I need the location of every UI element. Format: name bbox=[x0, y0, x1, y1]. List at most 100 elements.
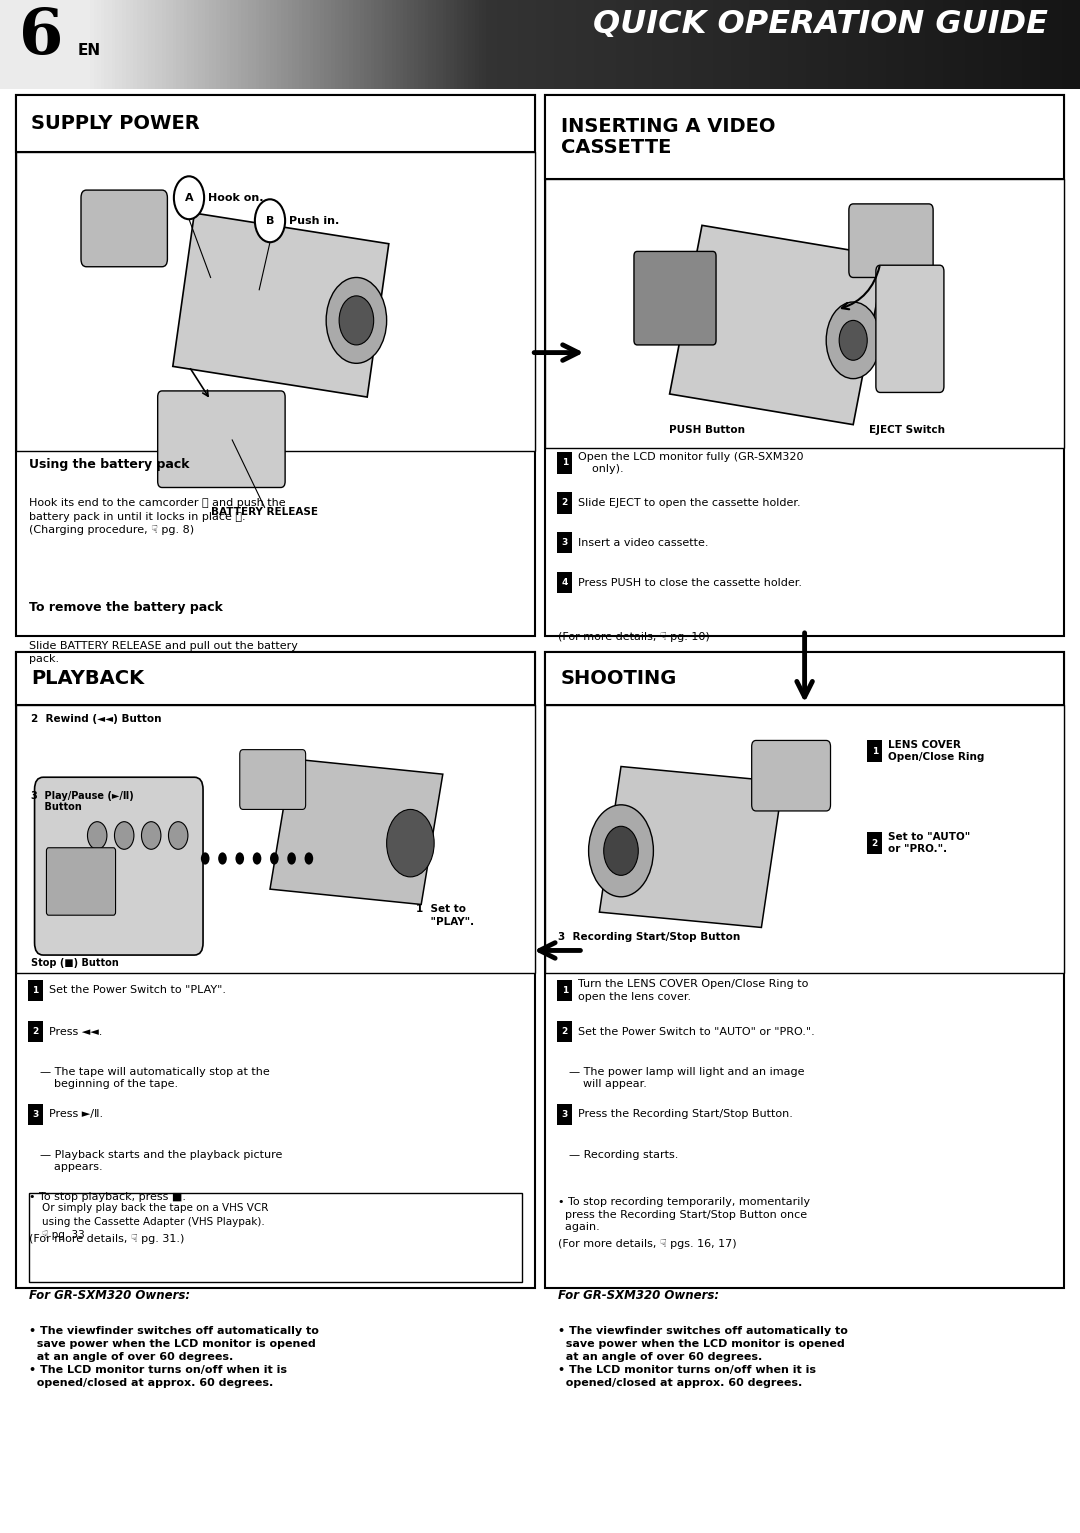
Bar bbox=[875, 0, 879, 89]
Bar bbox=[180, 0, 185, 89]
Bar bbox=[46, 0, 52, 89]
Bar bbox=[440, 0, 444, 89]
Text: QUICK OPERATION GUIDE: QUICK OPERATION GUIDE bbox=[593, 9, 1048, 40]
Text: Press ►/Ⅱ.: Press ►/Ⅱ. bbox=[49, 1110, 103, 1119]
Bar bbox=[583, 0, 588, 89]
Bar bbox=[616, 0, 620, 89]
Bar bbox=[886, 0, 890, 89]
Bar bbox=[850, 0, 854, 89]
Bar bbox=[389, 0, 393, 89]
Text: Slide EJECT to open the cassette holder.: Slide EJECT to open the cassette holder. bbox=[578, 498, 800, 507]
Bar bbox=[205, 0, 210, 89]
Circle shape bbox=[387, 809, 434, 877]
Bar bbox=[454, 0, 458, 89]
Bar bbox=[828, 0, 833, 89]
Bar bbox=[14, 0, 19, 89]
Text: 2: 2 bbox=[562, 1027, 568, 1036]
Bar bbox=[910, 0, 916, 89]
Bar bbox=[688, 0, 692, 89]
Bar bbox=[28, 980, 43, 1001]
Bar bbox=[670, 0, 674, 89]
Bar bbox=[238, 0, 242, 89]
Bar bbox=[975, 0, 981, 89]
Bar bbox=[410, 0, 415, 89]
Bar bbox=[824, 0, 829, 89]
Bar bbox=[889, 0, 894, 89]
Bar bbox=[227, 0, 231, 89]
Bar bbox=[137, 0, 141, 89]
Bar bbox=[1055, 0, 1059, 89]
Text: 1: 1 bbox=[32, 986, 39, 995]
Bar bbox=[702, 0, 706, 89]
FancyBboxPatch shape bbox=[634, 251, 716, 345]
Bar bbox=[108, 0, 112, 89]
Bar bbox=[176, 0, 181, 89]
Bar bbox=[57, 0, 63, 89]
Bar bbox=[16, 705, 535, 973]
Circle shape bbox=[235, 852, 244, 865]
Circle shape bbox=[218, 852, 227, 865]
Bar bbox=[292, 0, 296, 89]
Bar bbox=[262, 0, 268, 89]
Bar bbox=[662, 0, 667, 89]
Bar bbox=[545, 95, 1064, 179]
Bar bbox=[1026, 0, 1030, 89]
Bar bbox=[677, 0, 681, 89]
Bar bbox=[545, 179, 1064, 448]
Bar bbox=[400, 0, 404, 89]
Bar bbox=[72, 0, 77, 89]
Bar bbox=[724, 0, 728, 89]
Bar bbox=[130, 0, 134, 89]
Bar bbox=[551, 0, 555, 89]
Bar bbox=[418, 0, 422, 89]
Text: — Recording starts.: — Recording starts. bbox=[569, 1150, 678, 1160]
Bar bbox=[969, 0, 973, 89]
Bar bbox=[162, 0, 166, 89]
Circle shape bbox=[287, 852, 296, 865]
Bar bbox=[918, 0, 922, 89]
Bar bbox=[284, 0, 289, 89]
Bar bbox=[332, 0, 336, 89]
Bar bbox=[557, 1021, 572, 1042]
Circle shape bbox=[589, 805, 653, 897]
Bar bbox=[943, 0, 948, 89]
Bar bbox=[545, 652, 1064, 705]
Bar bbox=[3, 0, 9, 89]
Bar bbox=[299, 0, 303, 89]
Bar bbox=[867, 740, 882, 762]
Bar bbox=[489, 0, 495, 89]
Bar bbox=[904, 0, 908, 89]
Bar bbox=[947, 0, 951, 89]
Bar bbox=[1018, 0, 1024, 89]
Bar bbox=[921, 0, 927, 89]
Bar bbox=[759, 0, 765, 89]
Polygon shape bbox=[670, 225, 886, 425]
Bar bbox=[1066, 0, 1070, 89]
Bar bbox=[360, 0, 365, 89]
Bar bbox=[483, 0, 487, 89]
Text: 1: 1 bbox=[562, 986, 568, 995]
Bar bbox=[1077, 0, 1080, 89]
Bar bbox=[90, 0, 95, 89]
Text: Set the Power Switch to "AUTO" or "PRO.".: Set the Power Switch to "AUTO" or "PRO."… bbox=[578, 1027, 814, 1036]
Bar bbox=[230, 0, 235, 89]
Bar bbox=[22, 0, 26, 89]
Bar bbox=[785, 0, 789, 89]
Bar bbox=[1023, 0, 1027, 89]
Bar bbox=[62, 0, 66, 89]
Bar bbox=[83, 0, 87, 89]
Bar bbox=[882, 0, 887, 89]
Bar bbox=[1001, 0, 1005, 89]
Bar bbox=[414, 0, 419, 89]
Bar bbox=[562, 0, 566, 89]
Bar bbox=[472, 0, 476, 89]
Bar bbox=[478, 0, 484, 89]
Bar bbox=[500, 0, 505, 89]
Text: — The power lamp will light and an image
    will appear.: — The power lamp will light and an image… bbox=[569, 1067, 805, 1090]
Bar bbox=[926, 0, 930, 89]
Circle shape bbox=[168, 822, 188, 849]
Text: 3: 3 bbox=[562, 538, 568, 547]
Bar bbox=[839, 0, 843, 89]
Bar bbox=[148, 0, 152, 89]
Bar bbox=[306, 0, 311, 89]
